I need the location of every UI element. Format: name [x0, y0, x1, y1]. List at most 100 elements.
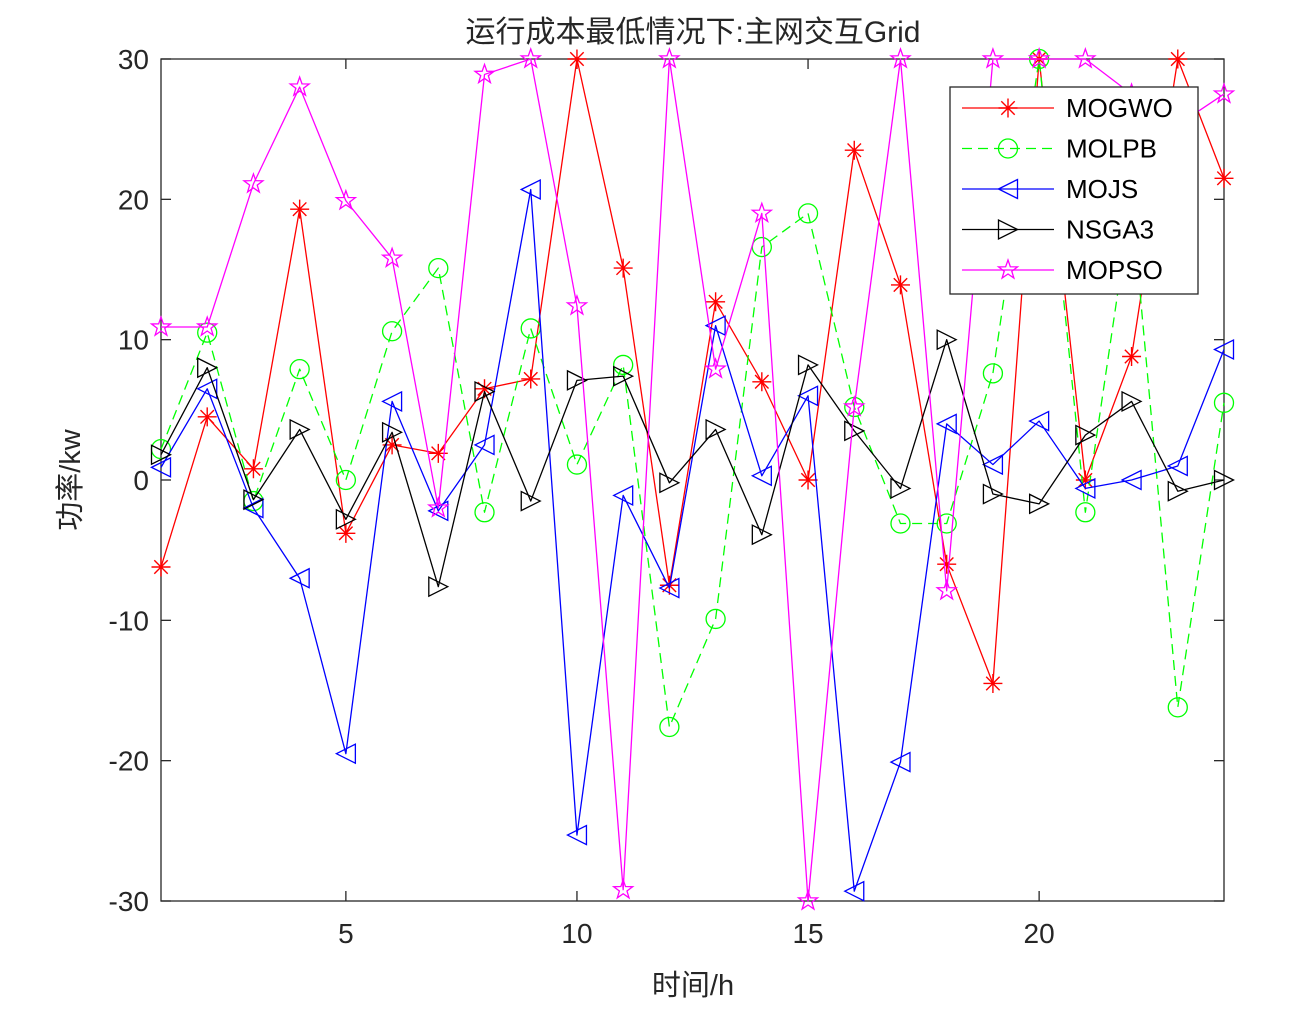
data-point-mogwo	[197, 407, 217, 427]
data-point-mopso	[426, 496, 450, 518]
data-point-nsga3	[335, 508, 357, 530]
data-point-mojs	[1074, 477, 1096, 499]
data-point-mogwo	[1122, 347, 1142, 367]
legend-box	[949, 86, 1199, 295]
data-point-nsga3	[936, 329, 958, 351]
data-point-molpb	[428, 257, 449, 279]
data-point-nsga3	[982, 483, 1004, 505]
data-point-mojs	[704, 315, 726, 337]
data-point-mogwo	[336, 523, 356, 543]
data-point-mogwo	[290, 199, 310, 219]
y-tick-label: 0	[133, 465, 149, 496]
data-point-mojs	[334, 743, 357, 765]
data-point-molpb	[1075, 502, 1096, 523]
data-point-mopso	[658, 47, 681, 69]
data-point-molpb	[890, 513, 911, 534]
data-point-mogwo	[1168, 49, 1188, 69]
data-point-mopso	[149, 315, 173, 337]
data-point-mojs	[150, 456, 172, 478]
data-point-mogwo	[151, 557, 171, 577]
data-point-nsga3	[613, 365, 635, 387]
data-point-mojs	[843, 880, 865, 902]
data-point-molpb	[797, 203, 819, 224]
data-point-mogwo	[243, 459, 263, 479]
data-point-mojs	[1166, 455, 1188, 477]
data-point-nsga3	[705, 418, 727, 441]
data-point-nsga3	[1028, 493, 1051, 515]
data-point-nsga3	[428, 576, 450, 598]
data-point-mojs	[288, 567, 310, 589]
legend-label-mopso: MOPSO	[1066, 255, 1163, 285]
data-point-mojs	[473, 434, 495, 456]
data-point-nsga3	[381, 421, 404, 443]
data-point-mogwo	[1214, 168, 1234, 188]
series-nsga3	[150, 329, 1235, 598]
data-point-mojs	[889, 751, 911, 773]
y-axis-label: 功率/kw	[54, 428, 87, 531]
legend: MOGWO MOLPB MOJS NSGA3 MOPSO	[949, 86, 1199, 295]
data-point-mojs	[519, 178, 541, 201]
data-point-mopso	[796, 889, 820, 911]
data-point-mopso	[750, 201, 774, 224]
data-point-mogwo	[521, 369, 541, 389]
data-point-nsga3	[197, 357, 219, 379]
legend-marker-molpb	[997, 138, 1019, 159]
data-point-nsga3	[1121, 390, 1143, 412]
y-tick-label: -30	[109, 886, 149, 917]
data-point-mojs	[981, 454, 1004, 476]
data-point-mogwo	[567, 49, 587, 69]
chart-title: 运行成本最低情况下:主网交互Grid	[465, 16, 920, 49]
data-point-mopso	[380, 246, 404, 268]
data-point-molpb	[474, 502, 495, 523]
legend-label-molpb: MOLPB	[1066, 134, 1157, 164]
data-point-mopso	[1073, 47, 1097, 69]
data-point-mogwo	[475, 379, 495, 399]
data-point-molpb	[936, 513, 957, 534]
series-line-nsga3	[160, 339, 1225, 588]
data-point-molpb	[197, 322, 218, 343]
x-tick-label: 20	[1024, 918, 1055, 949]
data-point-mopso	[981, 47, 1005, 69]
data-point-mojs	[1213, 338, 1235, 361]
y-tick-label: 10	[118, 325, 149, 356]
data-point-mojs	[381, 390, 403, 412]
data-point-mogwo	[752, 372, 772, 392]
data-point-nsga3	[520, 490, 542, 512]
data-point-molpb	[659, 716, 680, 738]
data-point-molpb	[705, 608, 726, 630]
data-point-nsga3	[659, 472, 681, 494]
legend-marker-mogwo	[998, 98, 1018, 118]
data-point-mogwo	[798, 470, 818, 490]
data-point-mogwo	[983, 673, 1003, 693]
data-point-mojs	[612, 484, 634, 506]
data-point-mogwo	[382, 435, 402, 455]
y-tick-label: -10	[109, 605, 149, 636]
data-point-nsga3	[243, 489, 265, 511]
data-point-nsga3	[1075, 424, 1097, 446]
data-point-mojs	[1028, 410, 1050, 432]
data-point-mojs	[242, 497, 264, 519]
data-point-nsga3	[797, 354, 819, 376]
data-point-nsga3	[844, 420, 866, 442]
data-point-mopso	[935, 578, 959, 601]
data-point-mojs	[935, 413, 957, 435]
data-point-mopso	[1212, 82, 1236, 104]
data-point-mopso	[611, 877, 635, 900]
data-point-molpb	[381, 321, 403, 342]
data-point-nsga3	[150, 444, 172, 466]
data-point-molpb	[1213, 392, 1235, 413]
data-point-mopso	[195, 315, 219, 337]
legend-label-nsga3: NSGA3	[1066, 215, 1154, 245]
data-point-mogwo	[706, 292, 726, 312]
data-point-mopso	[565, 294, 589, 316]
data-point-nsga3	[890, 477, 912, 499]
data-point-mogwo	[1075, 470, 1095, 490]
data-point-mopso	[334, 188, 358, 211]
data-point-mopso	[704, 357, 727, 379]
data-point-nsga3	[474, 381, 496, 403]
x-axis-label: 时间/h	[652, 969, 734, 1002]
data-point-mojs	[658, 577, 680, 599]
data-point-mojs	[797, 385, 819, 407]
legend-marker-mopso	[996, 258, 1020, 280]
